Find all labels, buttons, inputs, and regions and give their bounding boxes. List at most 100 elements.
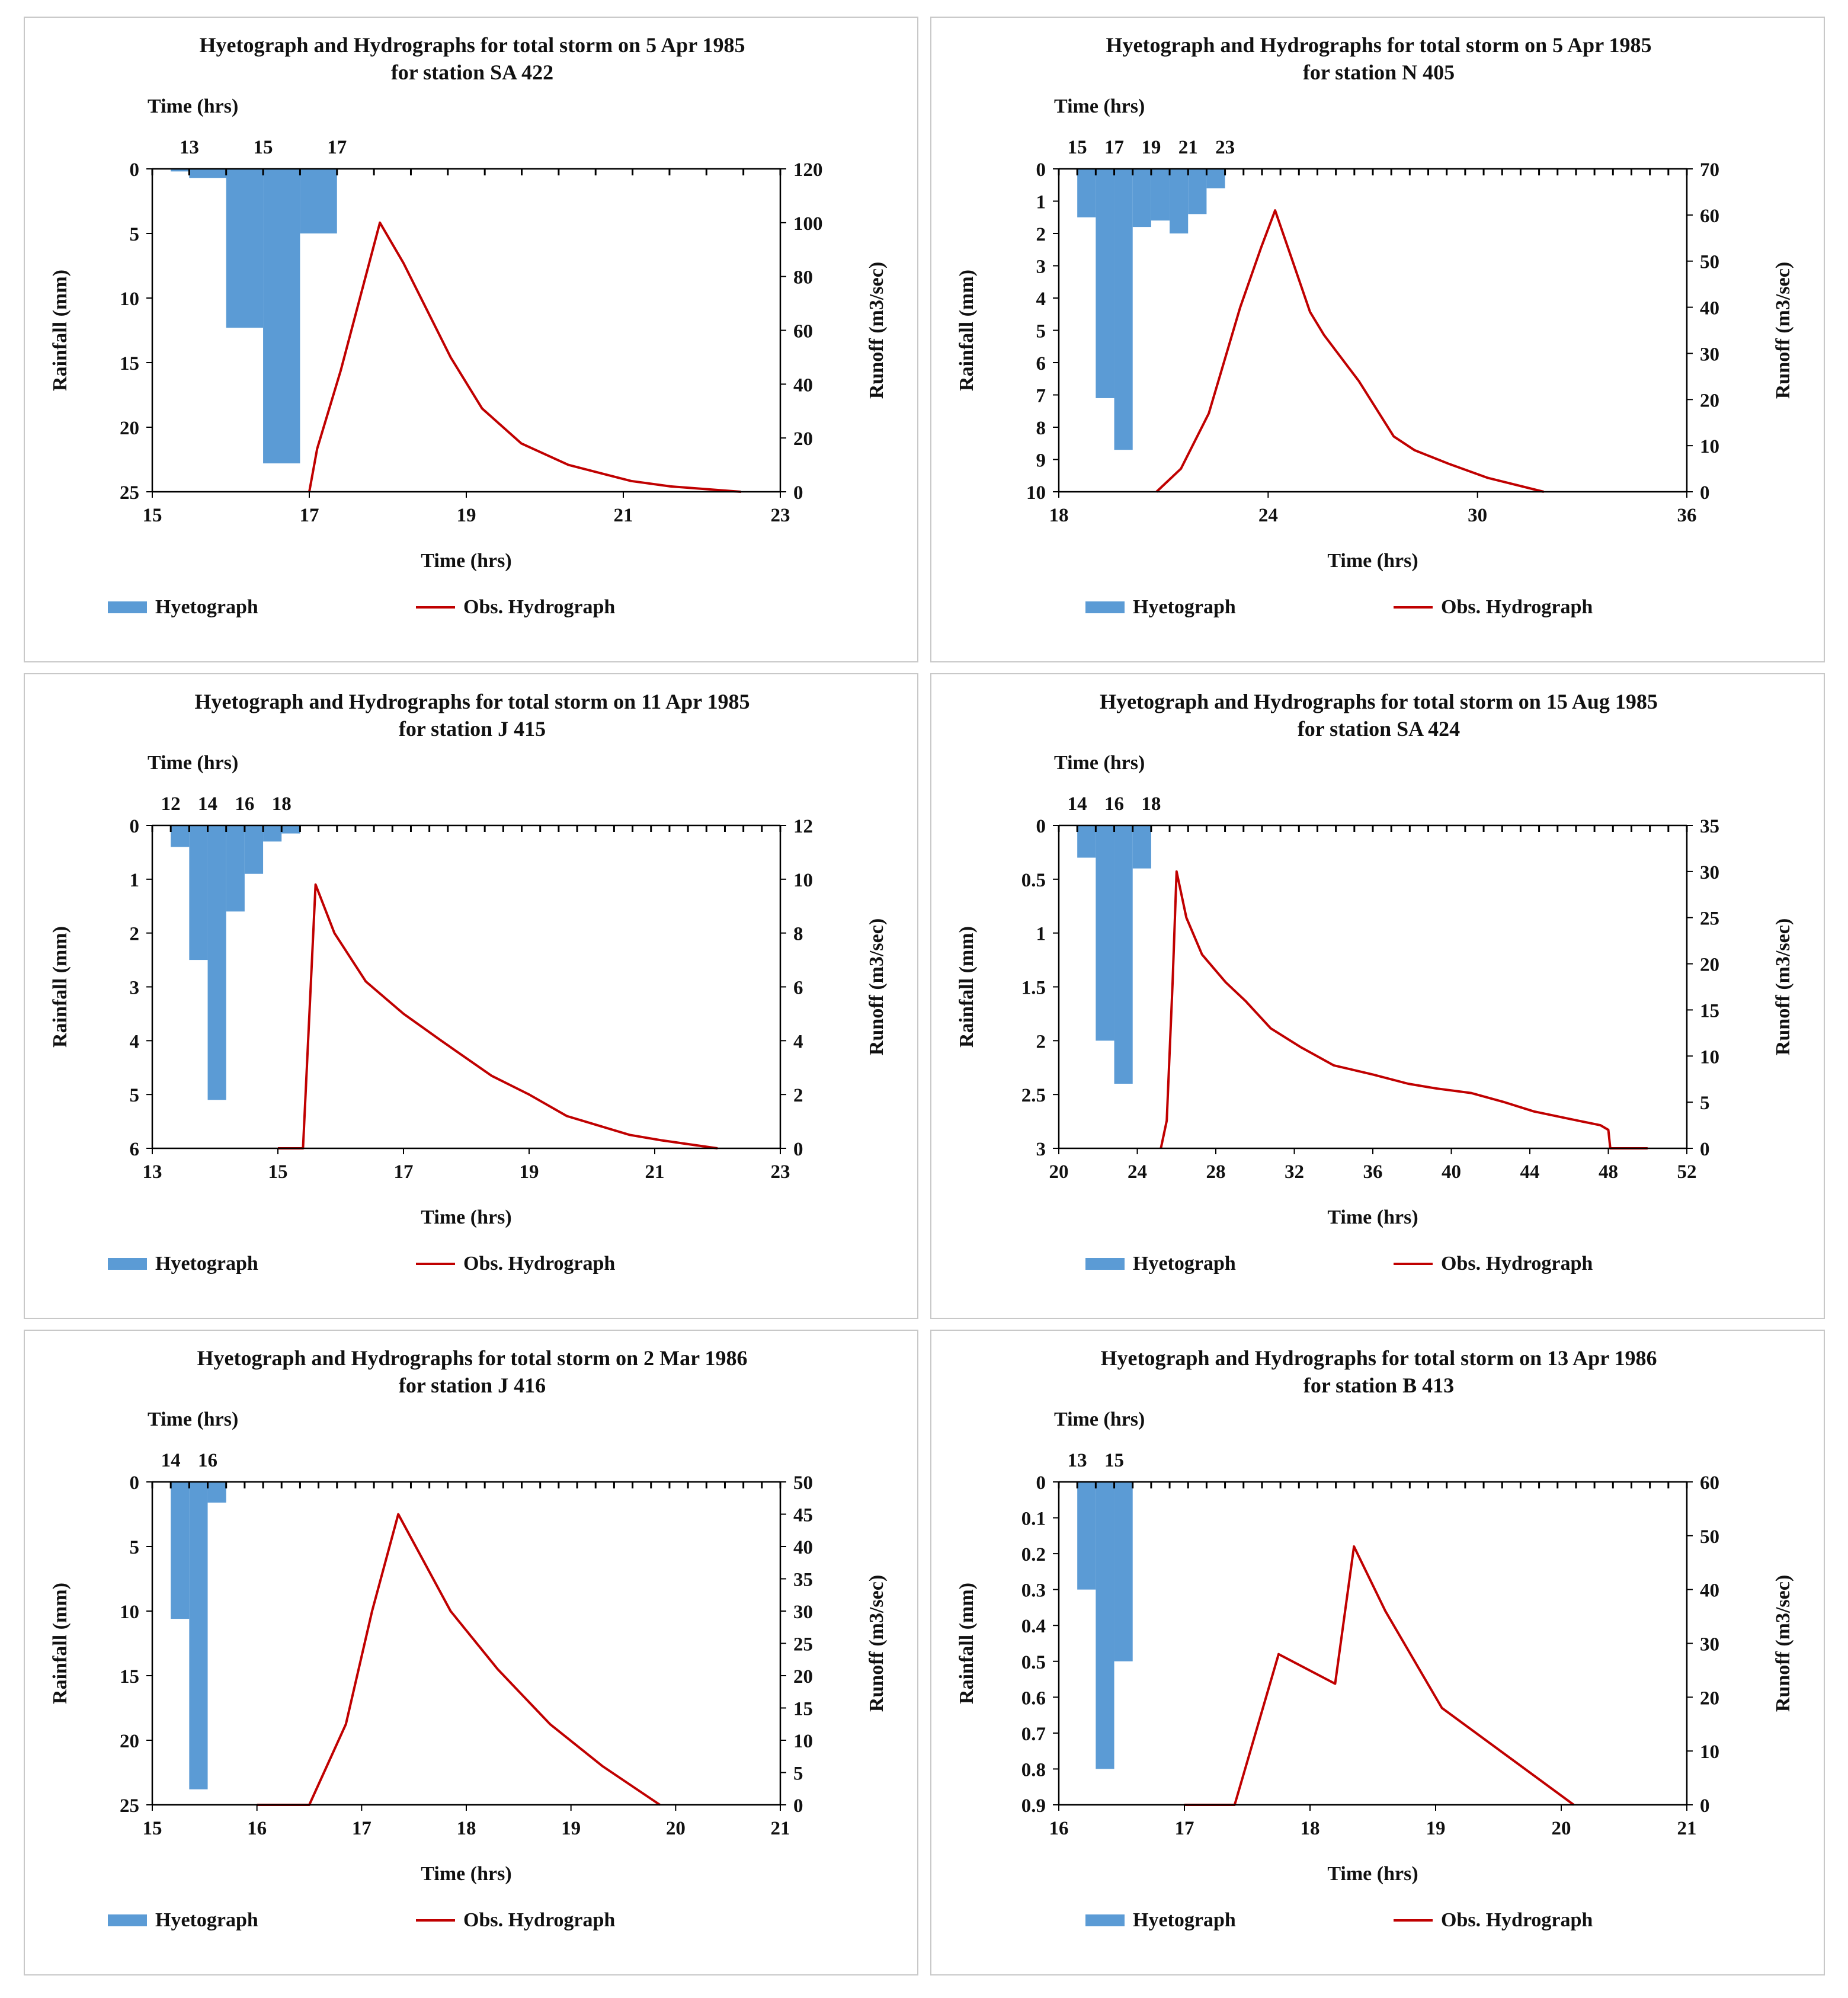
- top-axis-tick-label: 18: [272, 793, 292, 815]
- legend-hyetograph-label: Hyetograph: [155, 1909, 258, 1931]
- top-axis-tick-label: 14: [198, 793, 217, 815]
- bottom-axis-tick-label: 15: [143, 505, 162, 526]
- hyetograph-bar: [1132, 825, 1151, 869]
- chart-title: Hyetograph and Hydrographs for total sto…: [194, 690, 750, 713]
- legend: Hyetograph Obs. Hydrograph: [1085, 1909, 1593, 1931]
- bottom-axis-tick-label: 24: [1258, 505, 1278, 526]
- right-axis-tick-label: 25: [793, 1634, 813, 1656]
- left-axis-tick-label: 3: [1036, 257, 1046, 278]
- right-axis-label: Runoff (m3/sec): [1772, 262, 1794, 399]
- legend-hyetograph-label: Hyetograph: [155, 596, 258, 618]
- bottom-axis-tick-label: 18: [457, 1818, 476, 1839]
- bottom-axis-tick-label: 52: [1677, 1161, 1697, 1183]
- right-axis-tick-label: 35: [793, 1570, 813, 1591]
- hydrograph-line: [1155, 209, 1545, 493]
- hyetograph-bar: [226, 169, 264, 328]
- legend: Hyetograph Obs. Hydrograph: [108, 1253, 615, 1275]
- chart-title: Hyetograph and Hydrographs for total sto…: [1106, 33, 1651, 57]
- hyetograph-bar: [1114, 1482, 1133, 1661]
- hyetograph-series: [171, 825, 300, 1100]
- bottom-axis-label: Time (hrs): [1327, 550, 1418, 572]
- right-axis-tick-label: 10: [793, 870, 813, 891]
- right-axis-tick-label: 10: [1700, 1046, 1719, 1068]
- bottom-axis-tick-label: 20: [1552, 1818, 1571, 1839]
- bottom-axis-tick-label: 19: [561, 1818, 581, 1839]
- hyetograph-bar: [1114, 169, 1133, 450]
- right-axis-tick-label: 15: [1700, 1000, 1719, 1022]
- bottom-axis-tick-label: 23: [771, 505, 790, 526]
- hyetograph-bar: [189, 1482, 208, 1789]
- top-axis-tick-label: 21: [1178, 137, 1198, 158]
- right-axis-label: Runoff (m3/sec): [866, 918, 888, 1055]
- top-axis-tick-label: 12: [161, 793, 181, 815]
- right-axis-tick-label: 0: [1700, 1139, 1710, 1160]
- chart-svg: Hyetograph and Hydrographs for total sto…: [956, 1346, 1794, 1931]
- left-axis-tick-label: 5: [130, 1537, 140, 1558]
- right-axis-tick-label: 60: [1700, 206, 1719, 227]
- left-axis-tick-label: 4: [130, 1031, 140, 1052]
- top-axis-label: Time (hrs): [148, 1408, 238, 1430]
- left-axis-tick-label: 8: [1036, 418, 1046, 439]
- right-axis-tick-label: 12: [793, 816, 813, 837]
- right-axis-tick-label: 45: [793, 1505, 813, 1526]
- right-axis-tick-label: 2: [793, 1085, 803, 1106]
- top-axis-label: Time (hrs): [148, 95, 238, 117]
- right-axis-tick-label: 40: [1700, 298, 1719, 319]
- left-axis-tick-label: 1: [1036, 192, 1046, 213]
- left-axis-tick-label: 10: [120, 1602, 139, 1623]
- left-axis-tick-label: 0.9: [1021, 1795, 1046, 1817]
- hyetograph-bar: [300, 169, 337, 233]
- left-axis-tick-label: 1: [1036, 924, 1046, 945]
- legend-hyetograph-swatch: [108, 601, 147, 613]
- left-axis-tick-label: 0.6: [1021, 1688, 1046, 1709]
- top-axis-label: Time (hrs): [1054, 752, 1145, 774]
- top-axis-tick-label: 16: [198, 1450, 217, 1471]
- right-axis-tick-label: 70: [1700, 159, 1719, 181]
- hyetograph-bar: [1077, 825, 1096, 858]
- bottom-axis-tick-label: 20: [1049, 1161, 1069, 1183]
- chart-svg: Hyetograph and Hydrographs for total sto…: [956, 690, 1794, 1275]
- hyetograph-bar: [1096, 169, 1114, 398]
- right-axis-tick-label: 30: [1700, 862, 1719, 883]
- chart-title: Hyetograph and Hydrographs for total sto…: [199, 33, 745, 57]
- legend-hyetograph-swatch: [1085, 1258, 1125, 1270]
- chart-title: Hyetograph and Hydrographs for total sto…: [1100, 1346, 1657, 1370]
- right-axis-tick-label: 40: [793, 374, 813, 396]
- left-axis-tick-label: 0.1: [1021, 1509, 1046, 1530]
- hyetograph-bar: [226, 825, 245, 912]
- right-axis-tick-label: 20: [1700, 390, 1719, 411]
- right-axis-label: Runoff (m3/sec): [1772, 918, 1794, 1055]
- right-axis-tick-label: 5: [793, 1763, 803, 1785]
- bottom-axis-tick-label: 44: [1520, 1161, 1540, 1183]
- top-axis-tick-label: 13: [1068, 1450, 1087, 1471]
- legend-hyetograph-swatch: [108, 1914, 147, 1926]
- left-axis-tick-label: 0.2: [1021, 1544, 1046, 1565]
- top-axis-tick-label: 15: [1104, 1450, 1124, 1471]
- right-axis-tick-label: 0: [1700, 1795, 1710, 1817]
- right-axis-tick-label: 20: [1700, 1688, 1719, 1709]
- chart-subtitle: for station B 413: [1303, 1373, 1454, 1397]
- top-axis-tick-label: 18: [1141, 793, 1161, 815]
- bottom-axis-label: Time (hrs): [421, 1206, 511, 1228]
- chart-svg: Hyetograph and Hydrographs for total sto…: [49, 690, 888, 1275]
- hyetograph-bar: [263, 169, 300, 464]
- chart-subtitle: for station J 415: [399, 717, 546, 741]
- left-axis-tick-label: 0: [130, 1472, 140, 1494]
- left-axis-tick-label: 3: [130, 978, 140, 999]
- right-axis-tick-label: 5: [1700, 1093, 1710, 1114]
- bottom-axis-tick-label: 19: [1426, 1818, 1446, 1839]
- right-axis-tick-label: 100: [793, 213, 823, 235]
- left-axis-tick-label: 15: [120, 353, 139, 374]
- left-axis-tick-label: 20: [120, 418, 139, 439]
- right-axis-tick-label: 10: [793, 1731, 813, 1752]
- right-axis-tick-label: 4: [793, 1031, 803, 1052]
- top-axis-tick-label: 16: [1104, 793, 1124, 815]
- chart-svg: Hyetograph and Hydrographs for total sto…: [49, 33, 888, 618]
- left-axis-tick-label: 2: [1036, 1031, 1046, 1052]
- top-axis-tick-label: 19: [1141, 137, 1161, 158]
- right-axis-tick-label: 10: [1700, 1741, 1719, 1763]
- bottom-axis-tick-label: 19: [457, 505, 476, 526]
- left-axis-tick-label: 0.7: [1021, 1724, 1046, 1745]
- left-axis-tick-label: 0.5: [1021, 870, 1046, 891]
- hyetograph-bar: [1206, 169, 1225, 188]
